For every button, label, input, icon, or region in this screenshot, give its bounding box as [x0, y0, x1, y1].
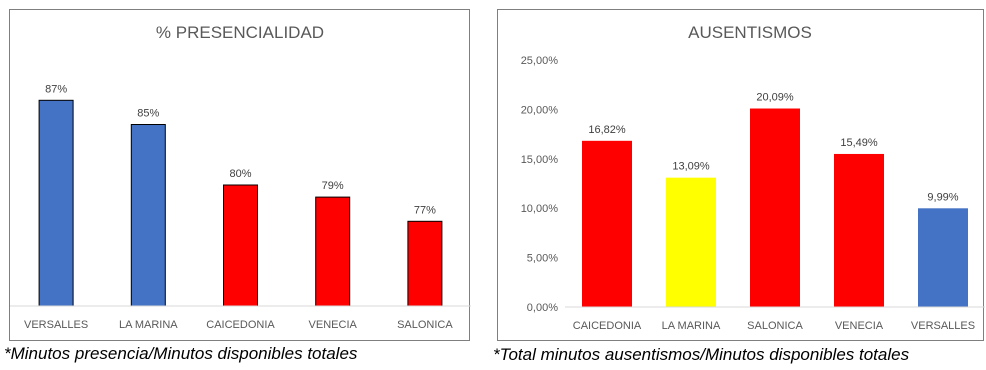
y-tick-label: 25,00%	[521, 55, 559, 67]
x-tick-label: CAICEDONIA	[573, 320, 642, 332]
chart-presencialidad: % PRESENCIALIDAD 87% VERSALLES 85% LA MARIN…	[9, 9, 471, 341]
data-label: 80%	[229, 168, 251, 180]
bar	[130, 124, 166, 307]
bar	[582, 140, 632, 307]
bar	[223, 184, 258, 307]
bar	[38, 99, 74, 307]
y-tick-label: 0,00%	[527, 302, 558, 314]
x-tick-label: VENECIA	[309, 319, 358, 331]
x-tick-label: VERSALLES	[911, 320, 975, 332]
x-tick-label: CAICEDONIA	[206, 319, 275, 331]
data-label: 13,09%	[672, 161, 710, 173]
x-tick-label: LA MARINA	[119, 319, 178, 331]
bar	[315, 196, 351, 307]
data-label: 15,49%	[840, 137, 878, 149]
y-tick-label: 5,00%	[527, 253, 558, 265]
chart-title: % PRESENCIALIDAD	[156, 23, 324, 42]
bar	[407, 220, 443, 307]
data-label: 85%	[137, 108, 159, 120]
x-tick-label: SALONICA	[397, 319, 453, 331]
footnote-ausentismos: *Total minutos ausentismos/Minutos dispo…	[493, 345, 910, 364]
y-tick-label: 10,00%	[521, 203, 559, 215]
data-label: 16,82%	[588, 124, 626, 136]
bar	[666, 177, 716, 307]
x-tick-label: VENECIA	[835, 320, 884, 332]
bar	[834, 153, 884, 307]
data-label: 9,99%	[927, 191, 958, 203]
data-label: 79%	[322, 180, 344, 192]
chart-presencialidad-svg: % PRESENCIALIDAD 87% VERSALLES 85% LA MARIN…	[10, 23, 471, 331]
bar	[750, 108, 800, 307]
chart-ausentismos-svg: AUSENTISMOS 0,00% 5,00% 10,00% 15,00% 20,00%…	[521, 23, 985, 332]
x-tick-label: VERSALLES	[24, 319, 88, 331]
y-tick-label: 15,00%	[521, 154, 559, 166]
footnote-presencialidad: *Minutos presencia/Minutos disponibles t…	[4, 344, 358, 363]
bar	[918, 208, 968, 307]
x-tick-label: SALONICA	[747, 320, 803, 332]
y-tick-label: 20,00%	[521, 104, 559, 116]
data-label: 20,09%	[756, 92, 794, 104]
chart-ausentismos: AUSENTISMOS 0,00% 5,00% 10,00% 15,00% 20,00%…	[497, 9, 985, 341]
x-tick-label: LA MARINA	[662, 320, 721, 332]
data-label: 87%	[45, 83, 67, 95]
chart-title: AUSENTISMOS	[688, 23, 812, 42]
data-label: 77%	[414, 204, 436, 216]
